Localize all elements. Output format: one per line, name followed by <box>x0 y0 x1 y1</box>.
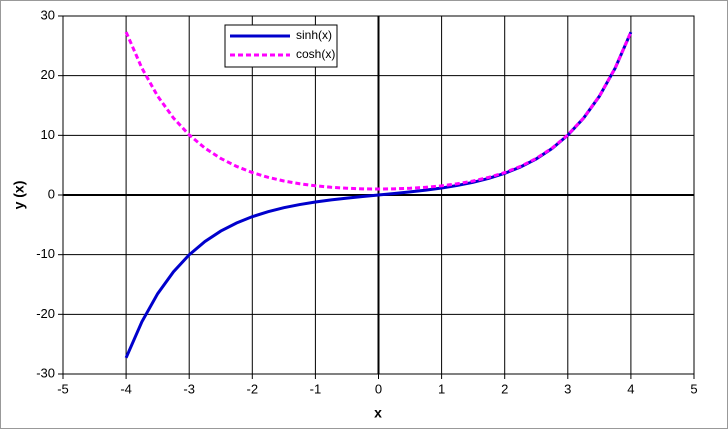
x-axis-title: x <box>374 405 382 421</box>
x-tick-label: -5 <box>57 381 69 396</box>
x-tick-label: -1 <box>310 381 322 396</box>
x-tick-label: 5 <box>690 381 697 396</box>
legend-label: sinh(x) <box>296 28 332 42</box>
y-axis-title: y (x) <box>11 181 27 210</box>
y-tick-label: -10 <box>36 246 55 261</box>
y-tick-label: 30 <box>41 7 55 22</box>
x-tick-label: -3 <box>183 381 195 396</box>
x-tick-label: 3 <box>564 381 571 396</box>
legend-label: cosh(x) <box>296 47 335 61</box>
legend <box>224 24 338 68</box>
x-tick-label: -2 <box>247 381 259 396</box>
series-line <box>124 31 633 191</box>
x-tick-label: -4 <box>120 381 132 396</box>
y-tick-label: 0 <box>48 186 55 201</box>
x-tick-label: 1 <box>438 381 445 396</box>
x-tick-label: 0 <box>375 381 382 396</box>
y-tick-label: -30 <box>36 365 55 380</box>
x-tick-label: 2 <box>501 381 508 396</box>
y-tick-label: -20 <box>36 306 55 321</box>
y-tick-label: 20 <box>41 67 55 82</box>
x-tick-label: 4 <box>627 381 634 396</box>
y-tick-label: 10 <box>41 127 55 142</box>
